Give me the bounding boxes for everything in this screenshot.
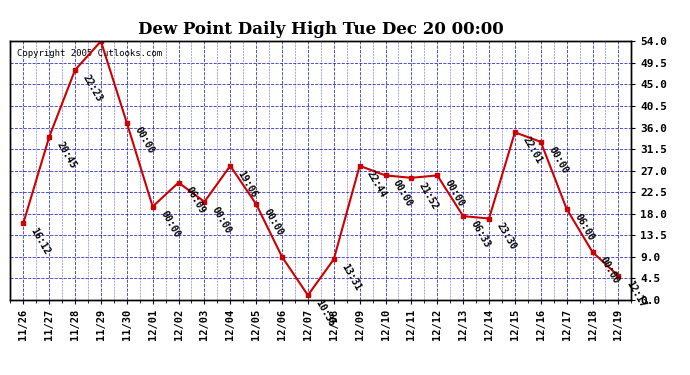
Text: 16:12: 16:12 xyxy=(29,226,52,256)
Text: 00:00: 00:00 xyxy=(546,145,570,175)
Text: 23:30: 23:30 xyxy=(495,221,518,252)
Text: 00:00: 00:00 xyxy=(210,204,233,235)
Text: 13:31: 13:31 xyxy=(339,262,363,292)
Text: 00:00: 00:00 xyxy=(132,126,156,156)
Text: 00:00: 00:00 xyxy=(391,178,415,209)
Text: 21:52: 21:52 xyxy=(417,181,440,211)
Text: Copyright 2005 Cutlooks.com: Copyright 2005 Cutlooks.com xyxy=(17,49,161,58)
Text: 06:00: 06:00 xyxy=(572,212,595,242)
Text: 22:23: 22:23 xyxy=(81,73,104,103)
Text: 00:00: 00:00 xyxy=(262,207,285,237)
Text: 06:09: 06:09 xyxy=(184,185,208,216)
Text: 00:00: 00:00 xyxy=(158,209,181,240)
Text: 20:45: 20:45 xyxy=(55,140,78,170)
Title: Dew Point Daily High Tue Dec 20 00:00: Dew Point Daily High Tue Dec 20 00:00 xyxy=(138,21,504,38)
Text: 00:00: 00:00 xyxy=(598,255,622,285)
Text: 06:33: 06:33 xyxy=(469,219,492,249)
Text: 22:01: 22:01 xyxy=(520,135,544,165)
Text: 19:06: 19:06 xyxy=(236,169,259,199)
Text: 12:17: 12:17 xyxy=(624,279,647,309)
Text: 22:44: 22:44 xyxy=(365,169,388,199)
Text: 10:35: 10:35 xyxy=(313,298,337,328)
Text: 00:00: 00:00 xyxy=(443,178,466,209)
